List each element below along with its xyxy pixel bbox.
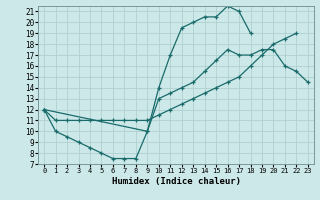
X-axis label: Humidex (Indice chaleur): Humidex (Indice chaleur) (111, 177, 241, 186)
